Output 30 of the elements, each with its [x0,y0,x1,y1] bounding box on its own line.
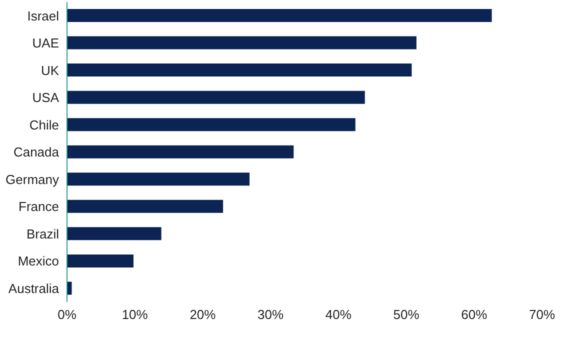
bar [67,254,134,268]
y-tick-label: Israel [27,8,60,24]
bar [67,145,294,158]
bar [67,227,162,240]
x-tick-label: 70% [528,307,556,322]
y-tick-label: Chile [29,117,59,132]
bar [67,36,416,50]
x-tick-label: 0% [58,307,77,322]
y-tick-label: Canada [13,144,60,160]
bar [67,172,250,186]
bar [67,90,365,104]
y-tick-label: Mexico [18,254,59,269]
x-tick-label: 20% [190,307,216,322]
y-tick-label: Brazil [26,226,60,242]
bar [67,9,492,22]
y-tick-label: Germany [6,172,60,187]
x-tick-label: 10% [122,307,148,322]
bar [67,64,412,77]
x-tick-label: 40% [325,307,352,322]
y-tick-label: France [18,199,59,214]
bar [67,118,356,132]
x-tick-label: 30% [258,307,284,322]
x-tick-label: 50% [393,307,420,322]
y-tick-label: USA [32,90,60,106]
y-tick-label: Australia [8,280,60,296]
x-tick-label: 60% [461,307,488,322]
y-tick-label: UAE [32,36,60,51]
bar [67,282,72,295]
bar [67,200,224,213]
y-tick-label: UK [40,62,60,78]
